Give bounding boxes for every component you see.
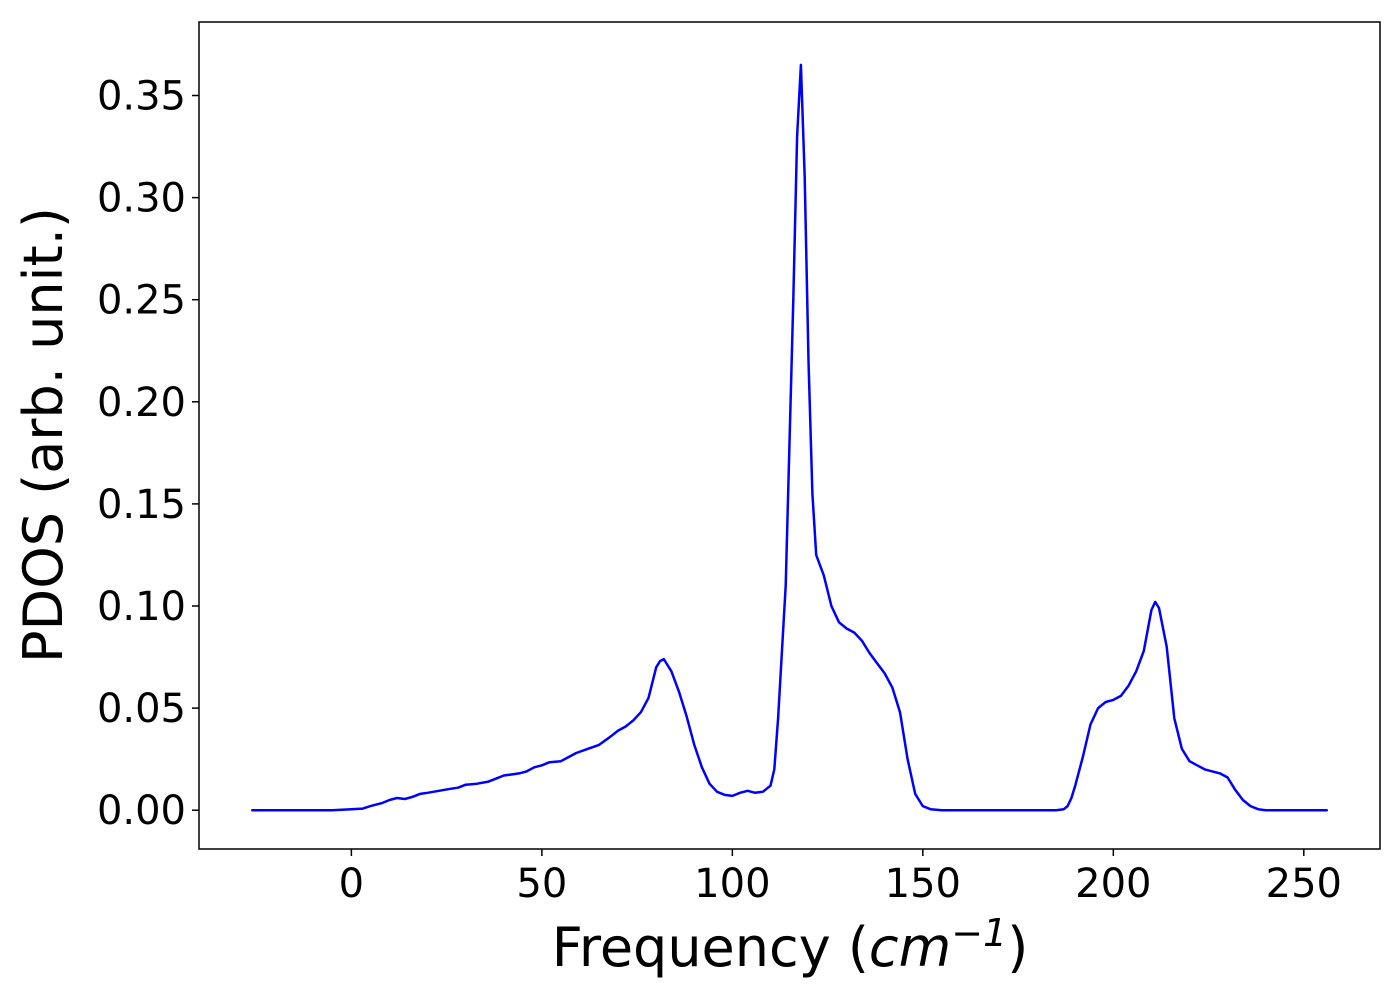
plot-area (198, 21, 1381, 850)
y-axis-label: PDOS (arb. unit.) (12, 207, 75, 663)
x-axis-label-exponent: −1 (951, 911, 1007, 955)
x-tick-label: 0 (339, 861, 364, 907)
y-tick-label: 0.30 (97, 176, 186, 222)
x-axis-label-unit: cm (869, 916, 951, 979)
x-axis-ticks: 0 50 100 150 200 250 (339, 849, 1342, 907)
y-axis-ticks: 0.00 0.05 0.10 0.15 0.20 0.25 0.30 0.35 (97, 74, 199, 834)
y-tick-label: 0.25 (97, 278, 186, 324)
x-tick-label: 50 (516, 861, 567, 907)
y-tick-label: 0.35 (97, 74, 186, 120)
x-axis-label-suffix: ) (1007, 916, 1028, 979)
x-tick-label: 100 (694, 861, 770, 907)
y-tick-label: 0.05 (97, 686, 186, 732)
x-axis-label-prefix: Frequency ( (552, 916, 869, 979)
y-tick-label: 0.10 (97, 584, 186, 630)
x-tick-label: 250 (1266, 861, 1342, 907)
pdos-series-line (251, 63, 1328, 812)
y-tick-label: 0.15 (97, 482, 186, 528)
plot-frame (198, 21, 1381, 850)
x-tick-label: 200 (1075, 861, 1151, 907)
y-tick-label: 0.20 (97, 380, 186, 426)
y-tick-label: 0.00 (97, 788, 186, 834)
x-tick-label: 150 (885, 861, 961, 907)
x-axis-label: Frequency (cm−1) (552, 911, 1029, 979)
